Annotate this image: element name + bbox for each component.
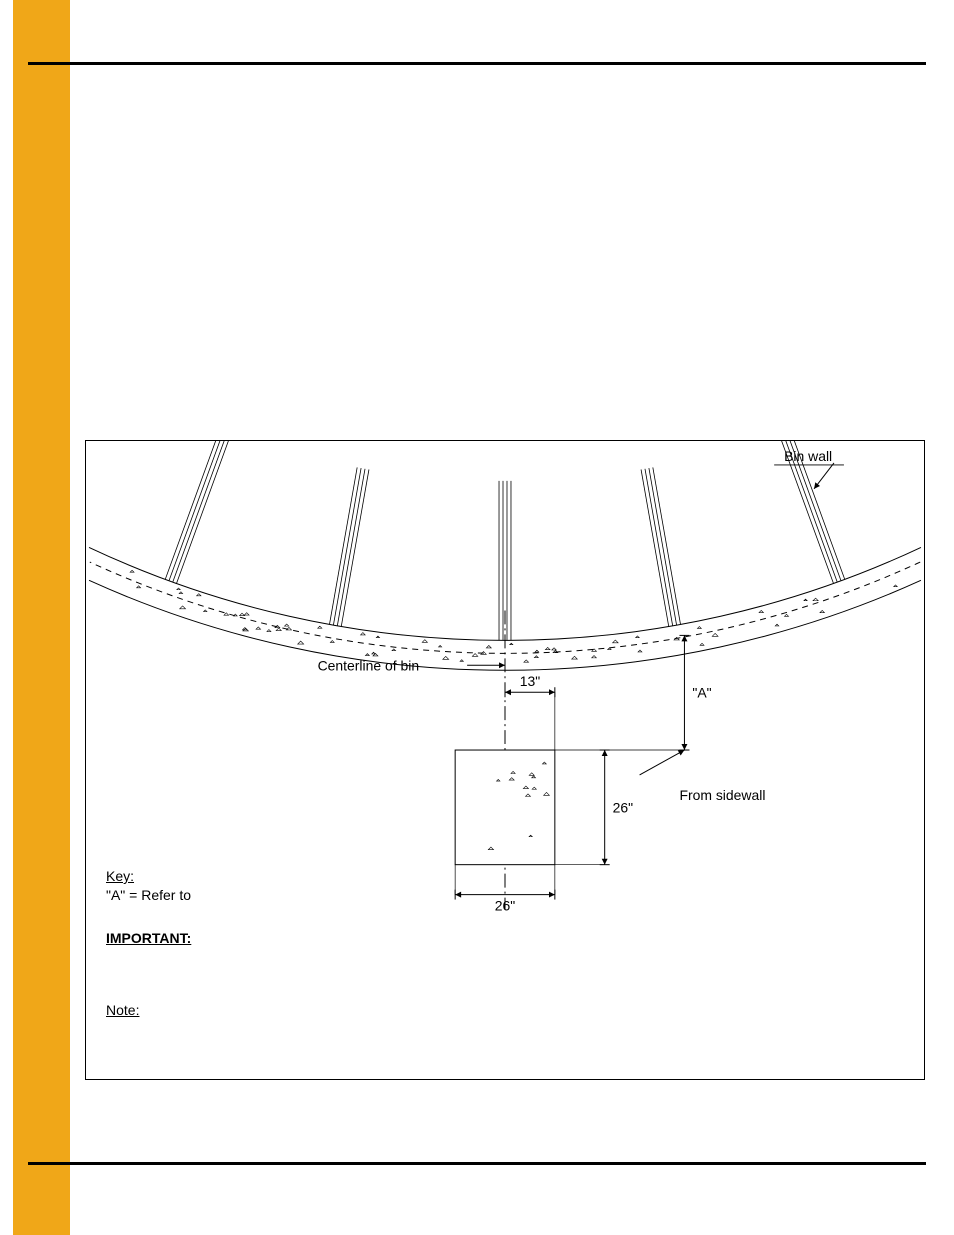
svg-text:Centerline of bin: Centerline of bin bbox=[318, 657, 420, 673]
figure-frame: 13" 26" 26" "A" From sidewall Bin wall Centerl… bbox=[85, 440, 925, 1080]
svg-text:26": 26" bbox=[495, 898, 516, 914]
sidebar-accent bbox=[13, 0, 70, 1235]
bottom-rule bbox=[28, 1162, 926, 1165]
note-key: Key: "A" = Refer to bbox=[106, 867, 191, 905]
svg-text:Bin wall: Bin wall bbox=[784, 448, 832, 464]
note-important-label: IMPORTANT: bbox=[106, 930, 191, 946]
top-rule bbox=[28, 62, 926, 65]
note-important: IMPORTANT: bbox=[106, 929, 191, 948]
note-note: Note: bbox=[106, 1001, 139, 1020]
bin-diagram: 13" 26" 26" "A" From sidewall Bin wall Centerl… bbox=[86, 441, 924, 1079]
svg-text:From sidewall: From sidewall bbox=[679, 787, 765, 803]
svg-text:13": 13" bbox=[520, 673, 541, 689]
note-key-label: Key: bbox=[106, 868, 134, 884]
note-key-body: "A" = Refer to bbox=[106, 887, 191, 903]
svg-text:26": 26" bbox=[613, 799, 634, 815]
note-note-label: Note: bbox=[106, 1002, 139, 1018]
svg-text:"A": "A" bbox=[692, 685, 711, 701]
